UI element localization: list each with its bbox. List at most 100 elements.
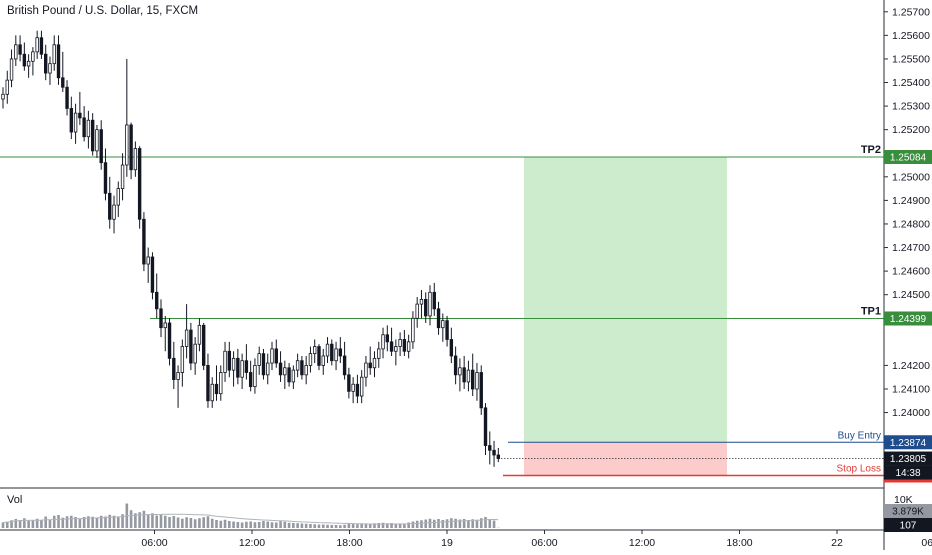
candle-body-up xyxy=(284,368,287,375)
volume-last-box: 107 xyxy=(884,518,932,532)
candle-body-down xyxy=(403,339,406,351)
candle xyxy=(87,111,90,149)
candle xyxy=(493,441,496,467)
candle xyxy=(459,358,462,391)
volume-bar xyxy=(23,518,26,528)
bar-countdown-box-text: 14:38 xyxy=(895,468,920,479)
volume-bar xyxy=(211,519,214,528)
volume-bar xyxy=(194,519,197,528)
volume-bar xyxy=(79,519,82,528)
candle xyxy=(390,328,393,356)
candle-body-down xyxy=(130,125,133,170)
level-label-tp2: TP2 xyxy=(861,144,881,156)
candle xyxy=(497,448,500,462)
volume-bar xyxy=(151,513,154,528)
candle-body-up xyxy=(53,45,56,64)
volume-bar xyxy=(429,519,432,528)
candle-body-down xyxy=(91,120,94,151)
candle xyxy=(23,42,26,70)
candle xyxy=(198,318,201,351)
candle-body-down xyxy=(339,349,342,356)
candle xyxy=(181,339,184,386)
price-tick-label: 1.25700 xyxy=(892,6,930,18)
candle-body-up xyxy=(429,292,432,316)
volume-bar xyxy=(284,522,287,528)
candle-body-up xyxy=(326,344,329,356)
volume-bar xyxy=(181,519,184,528)
volume-bar xyxy=(309,524,312,528)
candle xyxy=(138,146,141,229)
candle-body-up xyxy=(113,205,116,219)
candle xyxy=(202,323,205,370)
candle xyxy=(416,297,419,328)
candle-body-up xyxy=(382,335,385,349)
candle xyxy=(292,365,295,389)
candle-body-up xyxy=(219,372,222,393)
volume-bar xyxy=(198,518,201,528)
volume-bar xyxy=(335,525,338,528)
volume-bar xyxy=(168,517,171,528)
volume-bar xyxy=(15,519,18,528)
time-tick-label: 18:00 xyxy=(336,537,362,549)
candle xyxy=(57,35,60,85)
candle xyxy=(147,248,150,283)
volume-bar xyxy=(275,523,278,529)
candle xyxy=(454,347,457,385)
volume-bar xyxy=(147,514,150,528)
volume-bar xyxy=(104,517,107,529)
candle-body-up xyxy=(407,342,410,351)
candle-body-up xyxy=(416,304,419,318)
level-price-box-tp1-text: 1.24399 xyxy=(890,314,927,325)
candle xyxy=(352,377,355,403)
candle-body-down xyxy=(237,358,240,377)
candle-body-up xyxy=(258,354,261,366)
candle xyxy=(49,57,52,85)
candle xyxy=(27,54,30,78)
volume-bar xyxy=(420,520,423,528)
candle-body-down xyxy=(70,108,73,132)
candle-body-down xyxy=(484,408,487,446)
candle-body-up xyxy=(198,325,201,344)
volume-bar xyxy=(207,516,210,528)
volume-bar xyxy=(249,522,252,529)
candle xyxy=(177,365,180,407)
candle-body-down xyxy=(262,354,265,375)
price-tick-label: 1.24600 xyxy=(892,266,930,278)
candle-body-up xyxy=(126,125,129,165)
volume-bar xyxy=(488,519,491,528)
candle xyxy=(446,316,449,347)
volume-bar xyxy=(437,519,440,528)
candle-body-up xyxy=(27,61,30,66)
candle xyxy=(70,97,73,139)
candle-body-up xyxy=(254,365,257,386)
volume-bar xyxy=(360,524,363,528)
volume-bar xyxy=(416,521,419,528)
candle-body-down xyxy=(19,45,22,54)
candle xyxy=(211,377,214,408)
candle xyxy=(36,31,39,59)
candle-body-up xyxy=(309,354,312,366)
candle-body-up xyxy=(6,80,9,94)
price-tick-label: 1.25000 xyxy=(892,171,930,183)
candle-body-up xyxy=(232,358,235,370)
candle-body-up xyxy=(420,299,423,304)
candle-body-up xyxy=(322,356,325,365)
candle-body-down xyxy=(356,384,359,396)
candle xyxy=(339,337,342,363)
candle-body-up xyxy=(266,363,269,375)
volume-bar xyxy=(173,516,176,528)
candle-body-up xyxy=(292,370,295,382)
candle xyxy=(40,31,43,59)
candle xyxy=(194,337,197,375)
candle-body-down xyxy=(330,344,333,361)
candle xyxy=(164,316,167,351)
volume-bar xyxy=(237,522,240,528)
candle-body-down xyxy=(173,358,176,379)
candle xyxy=(104,149,107,201)
candle xyxy=(399,332,402,356)
volume-ma-box-text: 3.879K xyxy=(892,507,924,518)
candle xyxy=(249,361,252,392)
candle-body-down xyxy=(424,299,427,316)
volume-last-box-text: 107 xyxy=(900,521,917,532)
